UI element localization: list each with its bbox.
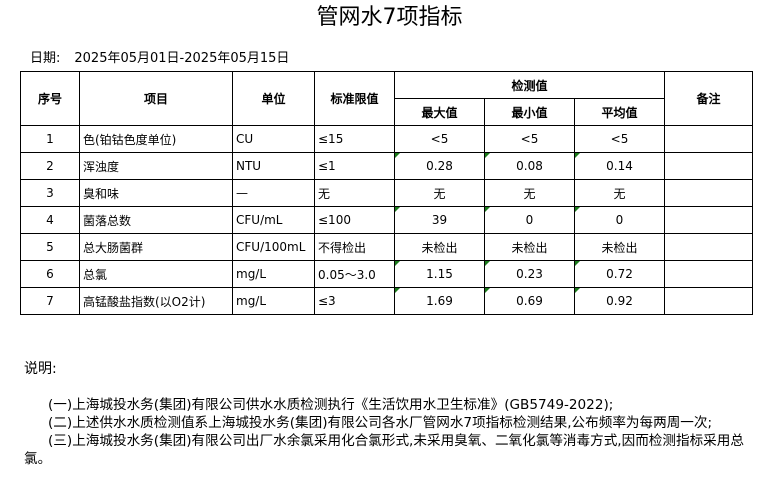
cell-unit: CU: [232, 125, 315, 153]
cell-remark: [664, 152, 753, 180]
cell-item: 总大肠菌群: [79, 233, 233, 261]
cell-remark: [664, 260, 753, 288]
notes: (一)上海城投水务(集团)有限公司供水水质检测执行《生活饮用水卫生标准》(GB5…: [24, 396, 754, 468]
notes-label: 说明:: [24, 361, 57, 377]
date-range: 日期: 2025年05月01日-2025年05月15日: [30, 50, 303, 68]
header-limit: 标准限值: [314, 71, 395, 126]
cell-max: <5: [394, 125, 485, 153]
note-item: (一)上海城投水务(集团)有限公司供水水质检测执行《生活饮用水卫生标准》(GB5…: [48, 397, 614, 413]
cell-limit: 无: [314, 179, 395, 207]
cell-item: 臭和味: [79, 179, 233, 207]
cell-min: 未检出: [484, 233, 575, 261]
cell-unit: mg/L: [232, 260, 315, 288]
cell-max: 未检出: [394, 233, 485, 261]
cell-seq: 6: [20, 260, 80, 288]
cell-min: 0: [484, 206, 575, 234]
cell-item: 浑浊度: [79, 152, 233, 180]
header-item: 项目: [79, 71, 233, 126]
cell-remark: [664, 206, 753, 234]
cell-avg: 无: [574, 179, 665, 207]
cell-limit: 0.05～3.0: [314, 260, 395, 288]
date-value: 2025年05月01日-2025年05月15日: [74, 51, 290, 66]
note-item: (二)上述供水水质检测值系上海城投水务(集团)有限公司各水厂管网水7项指标检测结…: [48, 415, 713, 431]
table-row: 1 色(铂钴色度单位) CU ≤15 <5 <5 <5: [20, 125, 753, 153]
header-seq: 序号: [20, 71, 80, 126]
cell-limit: ≤15: [314, 125, 395, 153]
cell-avg: 0.72: [574, 260, 665, 288]
cell-item: 色(铂钴色度单位): [79, 125, 233, 153]
cell-max: 39: [394, 206, 485, 234]
cell-avg: 0.14: [574, 152, 665, 180]
cell-remark: [664, 179, 753, 207]
table-row: 4 菌落总数 CFU/mL ≤100 39 0 0: [20, 206, 753, 234]
cell-min: <5: [484, 125, 575, 153]
header-max: 最大值: [394, 98, 485, 126]
cell-seq: 4: [20, 206, 80, 234]
cell-min: 0.08: [484, 152, 575, 180]
cell-remark: [664, 125, 753, 153]
cell-limit: ≤3: [314, 287, 395, 315]
cell-min: 0.23: [484, 260, 575, 288]
note-item: (三)上海城投水务(集团)有限公司出厂水余氯采用化合氯形式,未采用臭氧、二氧化氯…: [24, 433, 744, 467]
table-row: 5 总大肠菌群 CFU/100mL 不得检出 未检出 未检出 未检出: [20, 233, 753, 261]
cell-max: 1.15: [394, 260, 485, 288]
cell-limit: ≤1: [314, 152, 395, 180]
header-measured: 检测值: [394, 71, 665, 99]
cell-seq: 7: [20, 287, 80, 315]
header-remark: 备注: [664, 71, 753, 126]
header-min: 最小值: [484, 98, 575, 126]
cell-limit: ≤100: [314, 206, 395, 234]
header-avg: 平均值: [574, 98, 665, 126]
cell-min: 0.69: [484, 287, 575, 315]
header-unit: 单位: [232, 71, 315, 126]
cell-remark: [664, 287, 753, 315]
table-row: 7 高锰酸盐指数(以O2计) mg/L ≤3 1.69 0.69 0.92: [20, 287, 753, 315]
table-row: 6 总氯 mg/L 0.05～3.0 1.15 0.23 0.72: [20, 260, 753, 288]
cell-item: 总氯: [79, 260, 233, 288]
table-row: 2 浑浊度 NTU ≤1 0.28 0.08 0.14: [20, 152, 753, 180]
cell-max: 1.69: [394, 287, 485, 315]
cell-limit: 不得检出: [314, 233, 395, 261]
cell-seq: 1: [20, 125, 80, 153]
water-quality-table: 序号 项目 单位 标准限值 检测值 备注 最大值 最小值 平均值 1 色(铂钴色度…: [20, 71, 753, 315]
table-row: 3 臭和味 — 无无无无: [20, 179, 753, 207]
cell-avg: <5: [574, 125, 665, 153]
cell-unit: —: [232, 179, 315, 207]
cell-unit: NTU: [232, 152, 315, 180]
page-title: 管网水7项指标: [316, 5, 463, 30]
cell-item: 菌落总数: [79, 206, 233, 234]
cell-unit: CFU/mL: [232, 206, 315, 234]
cell-item: 高锰酸盐指数(以O2计): [79, 287, 233, 315]
cell-seq: 3: [20, 179, 80, 207]
cell-seq: 2: [20, 152, 80, 180]
cell-unit: mg/L: [232, 287, 315, 315]
cell-max: 0.28: [394, 152, 485, 180]
cell-avg: 0.92: [574, 287, 665, 315]
cell-remark: [664, 233, 753, 261]
cell-avg: 0: [574, 206, 665, 234]
cell-seq: 5: [20, 233, 80, 261]
cell-unit: CFU/100mL: [232, 233, 315, 261]
date-label: 日期:: [30, 51, 61, 66]
cell-min: 无: [484, 179, 575, 207]
cell-avg: 未检出: [574, 233, 665, 261]
cell-max: 无: [394, 179, 485, 207]
